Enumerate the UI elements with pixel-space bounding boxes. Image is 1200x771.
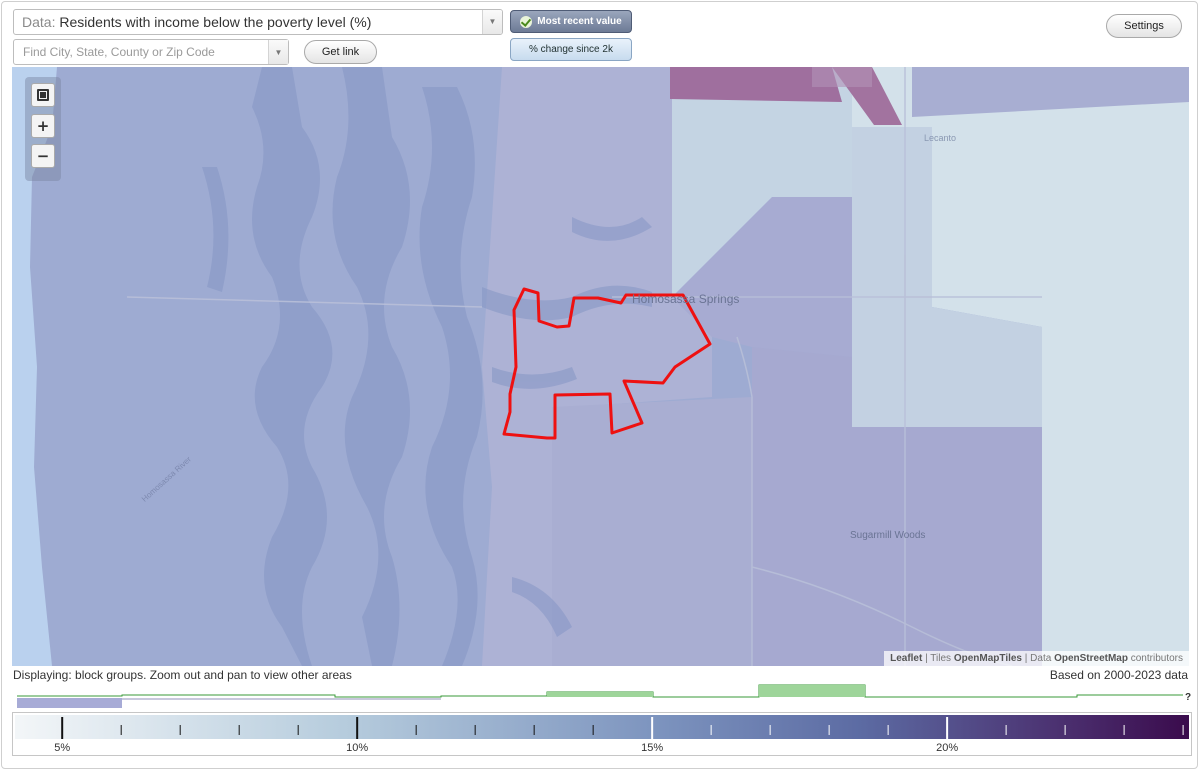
legend-gradient-bar	[15, 715, 1189, 739]
checkmark-icon	[520, 15, 533, 28]
display-note: Displaying: block groups. Zoom out and p…	[13, 668, 352, 682]
attribution-suffix: contributors	[1130, 653, 1183, 664]
zoom-out-button[interactable]: −	[31, 144, 55, 168]
fullscreen-icon	[37, 89, 49, 101]
place-label-lecanto: Lecanto	[924, 133, 957, 143]
legend-tick-label: 20%	[936, 742, 958, 754]
selected-area-outline	[502, 287, 712, 440]
location-search-input[interactable]	[14, 40, 264, 64]
legend-tick-label: 5%	[54, 742, 70, 754]
minus-icon: −	[36, 147, 50, 165]
most-recent-value-label: Most recent value	[537, 16, 622, 27]
map-attribution: Leaflet | Tiles OpenMapTiles | Data Open…	[884, 651, 1189, 666]
attribution-leaflet-link[interactable]: Leaflet	[890, 653, 923, 664]
chevron-down-icon[interactable]: ▼	[482, 10, 502, 34]
attribution-tiles-link[interactable]: OpenMapTiles	[953, 653, 1022, 664]
zoom-controls: + −	[25, 77, 61, 181]
color-legend: 5% 10% 15% 20%	[12, 712, 1192, 756]
percent-change-toggle[interactable]: % change since 2k	[510, 38, 632, 61]
fit-bounds-button[interactable]	[31, 83, 55, 107]
wetland-texture	[202, 67, 652, 666]
attribution-tiles-prefix: | Tiles	[925, 653, 952, 664]
current-bin-marker	[17, 698, 122, 708]
data-range-note: Based on 2000-2023 data	[1049, 668, 1188, 682]
plus-icon: +	[36, 117, 50, 135]
settings-button[interactable]: Settings	[1106, 14, 1182, 38]
map-canvas[interactable]: Homosassa Springs Lecanto Sugarmill Wood…	[12, 67, 1189, 666]
get-link-button[interactable]: Get link	[304, 40, 377, 64]
value-histogram: ?	[17, 684, 1191, 708]
chevron-down-icon[interactable]: ▼	[268, 40, 288, 64]
most-recent-value-toggle[interactable]: Most recent value	[510, 10, 632, 33]
legend-tick-label: 15%	[641, 742, 663, 754]
legend-svg: 5% 10% 15% 20%	[15, 715, 1189, 754]
data-select-value: Residents with income below the poverty …	[59, 14, 372, 30]
zoom-in-button[interactable]: +	[31, 114, 55, 138]
histogram-help-icon[interactable]: ?	[1185, 692, 1191, 703]
place-label-homosassa-springs: Homosassa Springs	[632, 292, 740, 306]
data-select[interactable]: Data: Residents with income below the po…	[13, 9, 503, 35]
map-layer	[12, 67, 1189, 666]
legend-ticks	[61, 717, 1184, 739]
attribution-osm-link[interactable]: OpenStreetMap	[1054, 653, 1128, 664]
legend-labels: 5% 10% 15% 20%	[54, 742, 958, 754]
attribution-data-prefix: | Data	[1024, 653, 1052, 664]
gulf-water	[12, 67, 57, 666]
legend-tick-label: 10%	[346, 742, 368, 754]
data-select-prefix: Data:	[22, 14, 56, 30]
location-search[interactable]: ▼	[13, 39, 289, 65]
place-label-sugarmill-woods: Sugarmill Woods	[850, 530, 926, 541]
